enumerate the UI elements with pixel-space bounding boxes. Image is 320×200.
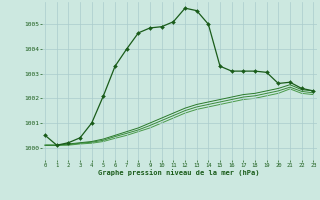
X-axis label: Graphe pression niveau de la mer (hPa): Graphe pression niveau de la mer (hPa) xyxy=(99,169,260,176)
